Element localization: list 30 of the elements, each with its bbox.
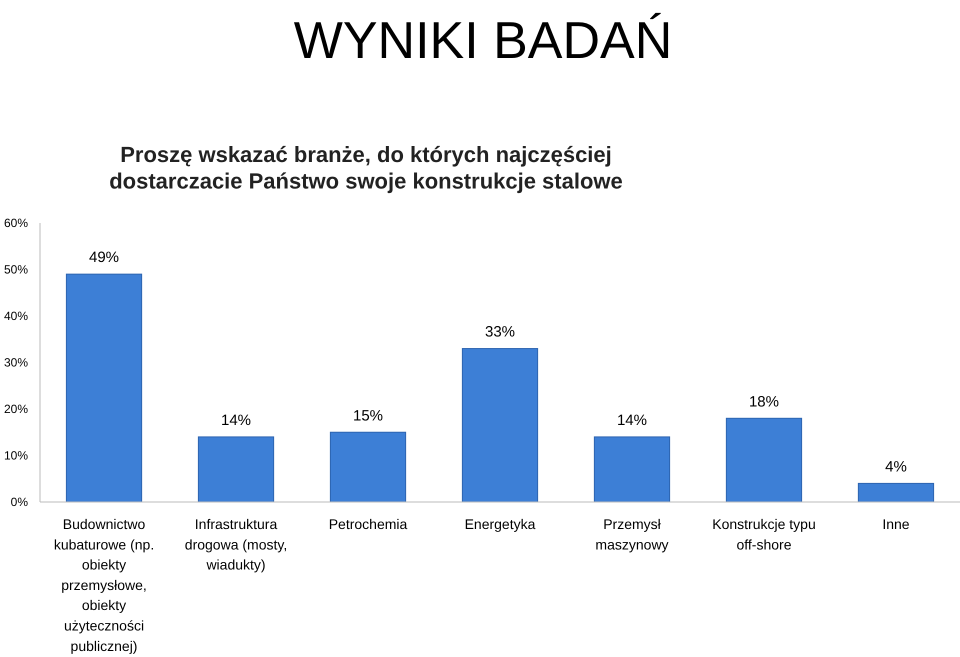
y-tick-label: 0% [10,494,28,509]
x-tick-label: Infrastruktura drogowa (mosty, wiadukty) [184,516,288,573]
x-tick-label: Energetyka [464,516,536,532]
bar [198,436,274,502]
y-tick-label: 50% [4,262,28,276]
bar [726,418,802,502]
bar [66,274,142,502]
y-tick-label: 40% [4,308,28,323]
data-label: 4% [885,458,907,476]
data-label: 14% [616,412,648,429]
y-tick-label: 30% [4,355,28,370]
bar [858,482,934,502]
x-tick-label: Przemysł maszynowy [595,516,669,552]
data-label: 49% [89,249,120,266]
x-tick-label: Inne [882,516,910,532]
chart-title: WYNIKI BADAŃ [294,12,672,70]
y-tick-label: 20% [4,402,28,416]
x-tick-label: Konstrukcje typu off-shore [712,516,816,552]
data-label: 18% [748,393,780,410]
y-tick-label: 60% [4,216,28,230]
data-label: 15% [352,407,384,424]
bar [330,432,406,502]
data-label: 14% [220,412,252,429]
y-tick-label: 10% [4,448,28,462]
chart-subtitle: Proszę wskazać branże, do których najczęściej dostarczacie Państwo swoje konstrukcje stalowe [109,142,623,194]
bar [594,436,670,502]
x-tick-label: Budownictwo kubaturowe (np. obiekty przemysłowe, obiekty użyteczności publicznej) [54,516,154,654]
bar [462,348,538,502]
data-label: 33% [484,324,516,341]
x-tick-label: Petrochemia [328,516,408,532]
